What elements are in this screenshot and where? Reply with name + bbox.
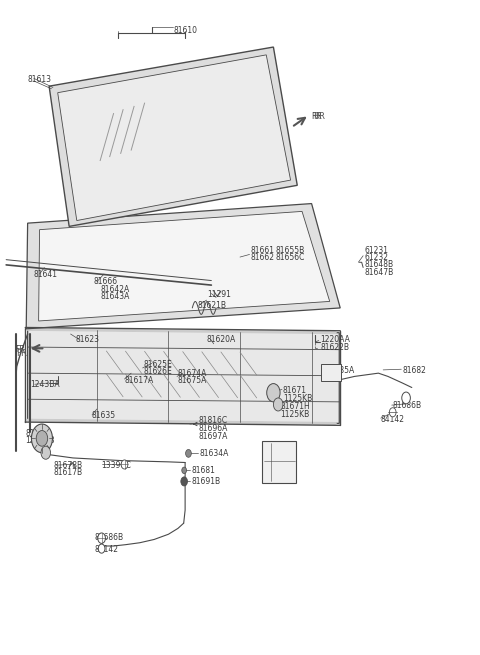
Text: 81666: 81666 bbox=[94, 277, 118, 286]
Text: 81816C: 81816C bbox=[199, 417, 228, 425]
Text: 81671: 81671 bbox=[283, 386, 307, 395]
Text: 61231: 61231 bbox=[364, 246, 388, 255]
Text: 81655B: 81655B bbox=[276, 246, 305, 255]
Text: 81674A: 81674A bbox=[178, 369, 207, 378]
Text: FR: FR bbox=[16, 349, 27, 358]
Text: 81620A: 81620A bbox=[206, 335, 236, 344]
Text: RR: RR bbox=[312, 112, 323, 121]
Text: FR: FR bbox=[15, 345, 24, 354]
Text: 81642A: 81642A bbox=[100, 285, 130, 294]
Circle shape bbox=[98, 544, 105, 553]
FancyBboxPatch shape bbox=[321, 364, 341, 381]
Text: 84142: 84142 bbox=[95, 545, 119, 553]
Circle shape bbox=[181, 477, 188, 486]
Text: 81656C: 81656C bbox=[276, 253, 305, 262]
Circle shape bbox=[36, 430, 48, 446]
Text: 1220AA: 1220AA bbox=[320, 335, 350, 344]
Text: 81686B: 81686B bbox=[393, 401, 422, 409]
Text: 81675: 81675 bbox=[271, 452, 295, 461]
Circle shape bbox=[32, 424, 52, 453]
Circle shape bbox=[267, 384, 280, 402]
Text: 81648B: 81648B bbox=[364, 261, 393, 269]
Text: 81647B: 81647B bbox=[364, 267, 393, 276]
Circle shape bbox=[41, 446, 50, 459]
Text: 1339CC: 1339CC bbox=[102, 460, 132, 470]
Text: 1243BA: 1243BA bbox=[30, 380, 60, 389]
Text: 81662: 81662 bbox=[251, 253, 275, 262]
Circle shape bbox=[98, 533, 106, 544]
Polygon shape bbox=[28, 329, 339, 423]
Circle shape bbox=[274, 398, 283, 411]
Circle shape bbox=[186, 449, 192, 457]
Text: 81678B: 81678B bbox=[54, 460, 83, 470]
Text: 81681: 81681 bbox=[192, 466, 215, 475]
Text: 81661: 81661 bbox=[251, 246, 275, 255]
Text: 1125KB: 1125KB bbox=[281, 410, 310, 419]
Text: 81623: 81623 bbox=[75, 335, 99, 344]
Text: 84142: 84142 bbox=[381, 415, 405, 424]
Text: 81675A: 81675A bbox=[178, 376, 207, 385]
Text: 81686B: 81686B bbox=[95, 533, 123, 542]
Text: 81626E: 81626E bbox=[144, 367, 172, 377]
Circle shape bbox=[389, 407, 396, 417]
Text: 81634A: 81634A bbox=[199, 449, 229, 458]
FancyBboxPatch shape bbox=[263, 441, 296, 483]
Text: 84185A: 84185A bbox=[326, 366, 355, 375]
Text: 81671H: 81671H bbox=[281, 402, 310, 411]
Text: 81691B: 81691B bbox=[192, 477, 220, 486]
Text: 1125KB: 1125KB bbox=[283, 394, 312, 403]
Circle shape bbox=[182, 467, 187, 474]
Text: 81613: 81613 bbox=[28, 75, 52, 84]
Text: RR: RR bbox=[313, 112, 325, 121]
Text: 81643A: 81643A bbox=[100, 292, 130, 301]
Text: 81621B: 81621B bbox=[197, 301, 226, 310]
Text: 81625E: 81625E bbox=[144, 360, 172, 369]
Text: 81682: 81682 bbox=[402, 366, 426, 375]
Text: 81622B: 81622B bbox=[320, 343, 349, 352]
Text: 81696A: 81696A bbox=[199, 424, 228, 433]
Text: 81631: 81631 bbox=[25, 428, 49, 438]
Polygon shape bbox=[26, 204, 340, 329]
Text: 81617B: 81617B bbox=[54, 468, 83, 477]
Polygon shape bbox=[58, 55, 290, 221]
Text: 11291: 11291 bbox=[207, 290, 231, 299]
Text: 81697A: 81697A bbox=[199, 432, 228, 441]
Polygon shape bbox=[38, 212, 330, 321]
Circle shape bbox=[402, 392, 410, 404]
Text: 81641: 81641 bbox=[34, 269, 58, 278]
Text: 81635: 81635 bbox=[91, 411, 115, 420]
Text: 81610: 81610 bbox=[173, 26, 197, 35]
Text: 1220AB: 1220AB bbox=[25, 436, 55, 445]
Circle shape bbox=[121, 460, 128, 469]
Text: 81617A: 81617A bbox=[124, 376, 154, 385]
Text: 61232: 61232 bbox=[364, 253, 388, 262]
Polygon shape bbox=[49, 47, 297, 227]
